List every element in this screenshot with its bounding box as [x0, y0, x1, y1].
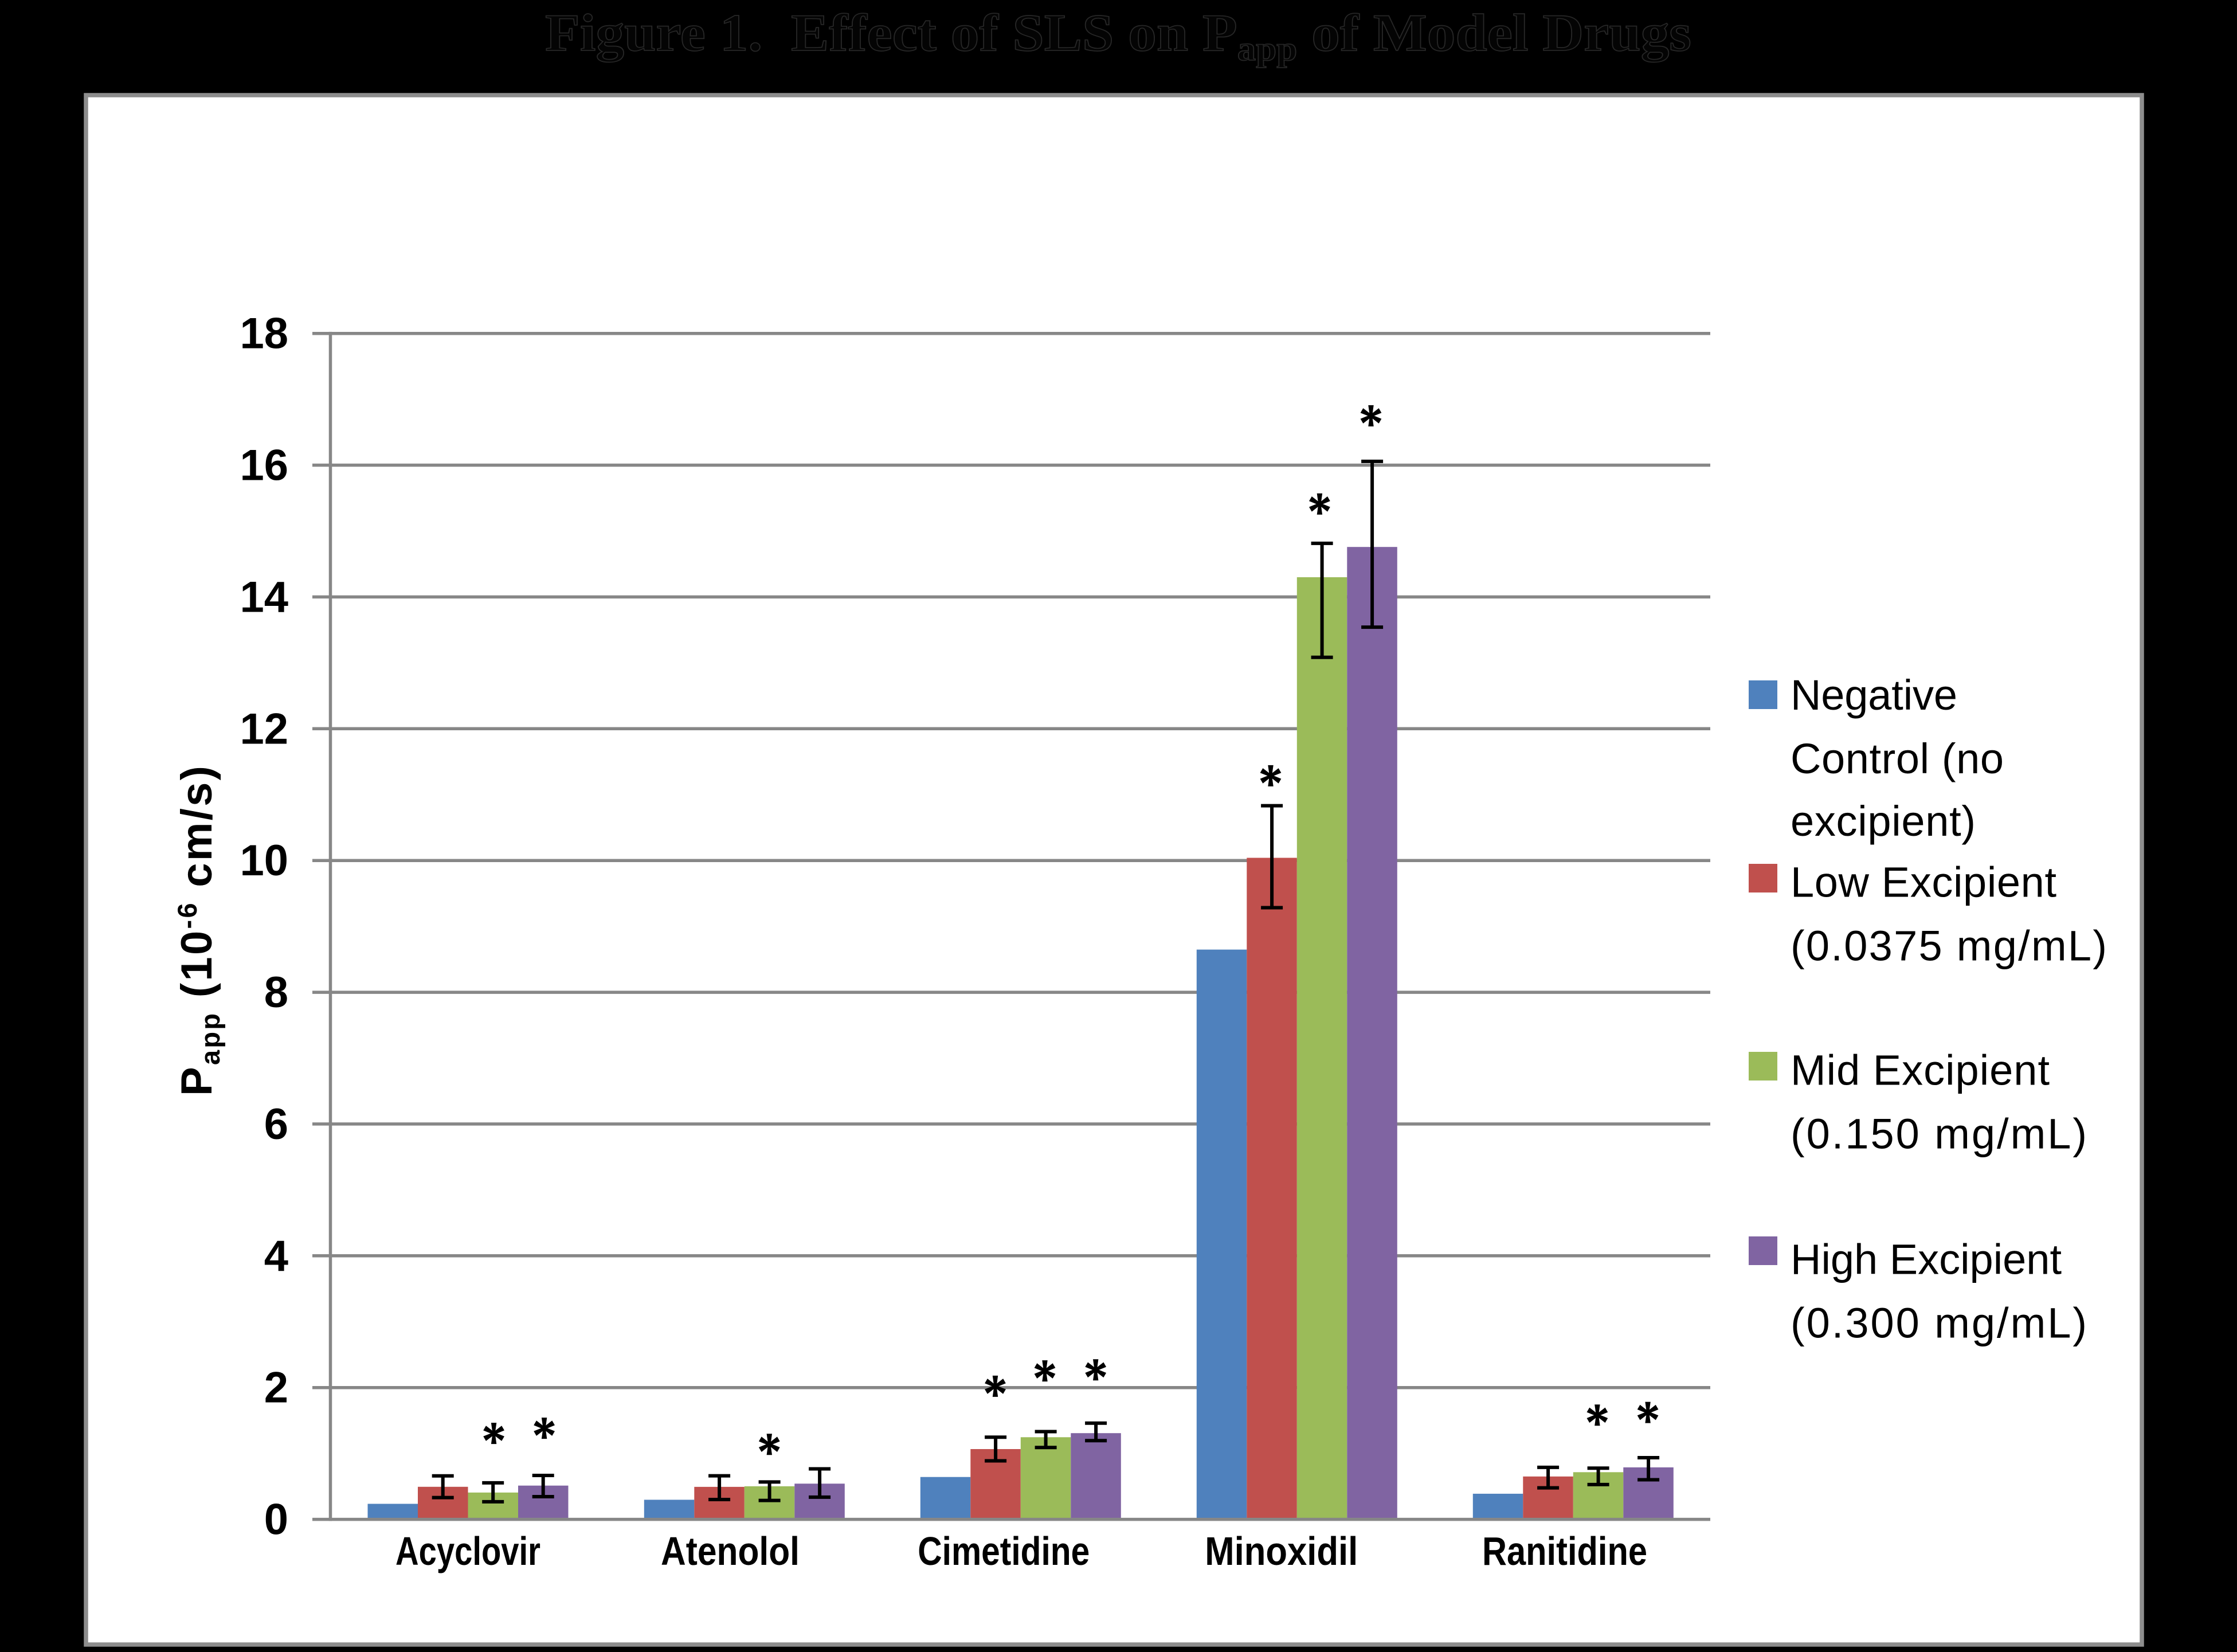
svg-text:High Excipient: High Excipient: [1791, 1236, 2062, 1283]
svg-text:18: 18: [240, 310, 288, 358]
svg-text:Cimetidine: Cimetidine: [918, 1529, 1090, 1573]
svg-text:10: 10: [240, 836, 288, 885]
svg-text:Ranitidine: Ranitidine: [1482, 1529, 1647, 1573]
svg-text:8: 8: [264, 968, 288, 1017]
svg-text:4: 4: [264, 1232, 288, 1281]
svg-text:6: 6: [264, 1100, 288, 1149]
svg-text:Figure 1. Effect of SLS on Pa: Figure 1. Effect of SLS on Papp of Model…: [545, 3, 1691, 68]
svg-text:Atenolol: Atenolol: [661, 1529, 800, 1573]
svg-text:excipient): excipient): [1791, 797, 1976, 845]
svg-text:12: 12: [240, 704, 288, 753]
svg-text:Control (no: Control (no: [1791, 735, 2004, 782]
svg-text:(0.300 mg/mL): (0.300 mg/mL): [1791, 1299, 2087, 1347]
svg-text:16: 16: [240, 441, 288, 490]
svg-text:(0.0375 mg/mL): (0.0375 mg/mL): [1791, 922, 2107, 969]
svg-text:Acyclovir: Acyclovir: [395, 1529, 540, 1573]
svg-text:2: 2: [264, 1364, 288, 1412]
svg-text:Minoxidil: Minoxidil: [1205, 1529, 1358, 1573]
svg-text:(0.150 mg/mL): (0.150 mg/mL): [1791, 1110, 2087, 1158]
svg-text:Low Excipient: Low Excipient: [1791, 858, 2056, 906]
svg-text:Mid Excipient: Mid Excipient: [1791, 1047, 2050, 1094]
svg-text:14: 14: [240, 573, 288, 621]
svg-text:0: 0: [264, 1496, 288, 1544]
svg-text:Negative: Negative: [1791, 671, 1957, 719]
